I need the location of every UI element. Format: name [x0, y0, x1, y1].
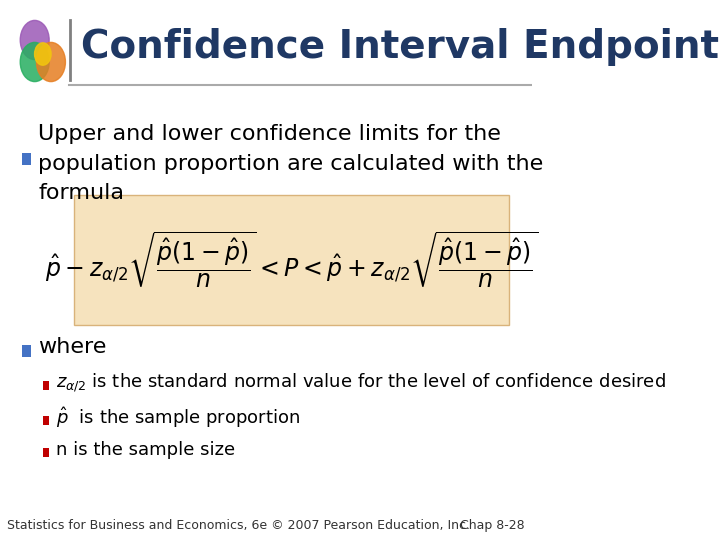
Text: Confidence Interval Endpoints: Confidence Interval Endpoints	[81, 28, 720, 66]
Circle shape	[20, 21, 49, 59]
Circle shape	[35, 43, 51, 65]
FancyBboxPatch shape	[42, 448, 50, 457]
Text: Statistics for Business and Economics, 6e © 2007 Pearson Education, Inc.: Statistics for Business and Economics, 6…	[7, 519, 470, 532]
Text: Chap 8-28: Chap 8-28	[459, 519, 524, 532]
Text: n is the sample size: n is the sample size	[56, 441, 235, 459]
FancyBboxPatch shape	[74, 195, 510, 325]
Text: $\hat{p} - z_{\alpha/2}\sqrt{\dfrac{\hat{p}(1-\hat{p})}{n}} < P < \hat{p} + z_{\: $\hat{p} - z_{\alpha/2}\sqrt{\dfrac{\hat…	[45, 230, 539, 290]
FancyBboxPatch shape	[22, 153, 31, 165]
FancyBboxPatch shape	[22, 345, 31, 357]
Circle shape	[20, 43, 49, 82]
Text: $\hat{p}$  is the sample proportion: $\hat{p}$ is the sample proportion	[56, 406, 300, 430]
Text: Upper and lower confidence limits for the
population proportion are calculated w: Upper and lower confidence limits for th…	[38, 124, 544, 203]
Text: $z_{\alpha/2}$ is the standard normal value for the level of confidence desired: $z_{\alpha/2}$ is the standard normal va…	[56, 372, 666, 394]
Text: where: where	[38, 337, 107, 357]
FancyBboxPatch shape	[42, 416, 50, 425]
Circle shape	[37, 43, 66, 82]
FancyBboxPatch shape	[42, 381, 50, 390]
